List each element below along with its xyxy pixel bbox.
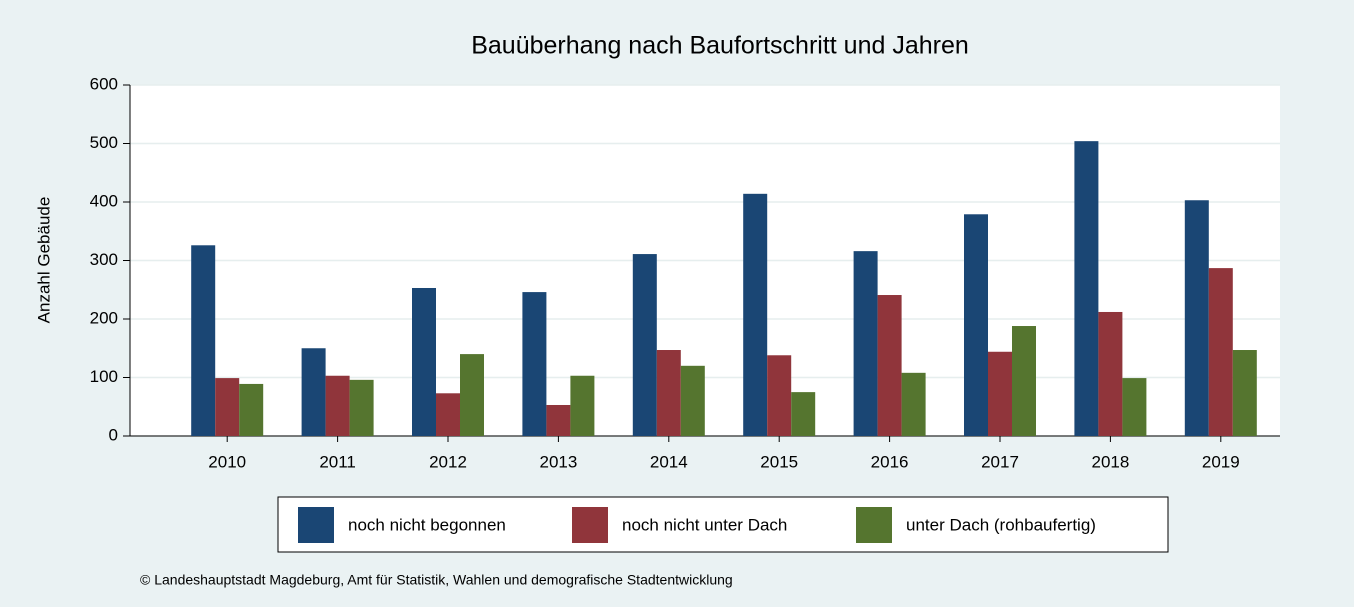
bar — [901, 372, 926, 436]
x-tick-label: 2013 — [539, 452, 577, 471]
y-tick-label: 200 — [90, 308, 118, 327]
x-tick-label: 2011 — [319, 452, 356, 471]
bar — [215, 378, 240, 436]
bar — [1098, 311, 1123, 436]
bar — [436, 393, 460, 436]
bar — [349, 379, 374, 436]
bar — [791, 392, 816, 436]
bar — [767, 355, 792, 436]
footer: © Landeshauptstadt Magdeburg, Amt für St… — [140, 572, 733, 588]
bar — [191, 245, 216, 436]
bar — [239, 383, 264, 436]
x-tick-label: 2018 — [1091, 452, 1129, 471]
legend-label: noch nicht unter Dach — [622, 515, 787, 534]
bar — [877, 295, 902, 436]
bar — [412, 287, 436, 436]
x-tick-label: 2017 — [981, 452, 1019, 471]
legend-swatch — [572, 507, 608, 543]
bar — [964, 214, 988, 436]
legend-box — [277, 496, 1169, 553]
bar — [632, 254, 657, 436]
y-tick-label: 100 — [90, 367, 118, 386]
bar — [1122, 378, 1147, 436]
x-tick-label: 2015 — [760, 452, 798, 471]
bar — [301, 348, 326, 436]
bar — [1208, 268, 1233, 436]
bar — [546, 404, 571, 436]
bar — [1012, 326, 1036, 436]
bar — [680, 365, 705, 436]
chart-title: Bauüberhang nach Baufortschritt und Jahr… — [471, 32, 969, 60]
bar — [325, 375, 350, 436]
y-tick-label: 0 — [109, 425, 118, 444]
x-tick-label: 2010 — [208, 452, 246, 471]
legend-label: noch nicht begonnen — [348, 515, 506, 534]
x-tick-label: 2019 — [1202, 452, 1240, 471]
x-tick-label: 2012 — [429, 452, 467, 471]
y-tick-label: 400 — [90, 191, 118, 210]
bar — [853, 251, 878, 436]
legend-label: unter Dach (rohbaufertig) — [906, 515, 1096, 534]
y-axis-label: Anzahl Gebäude — [34, 197, 53, 324]
bar — [460, 354, 484, 436]
bar — [1184, 200, 1209, 436]
legend-swatch — [298, 507, 334, 543]
bar — [1232, 350, 1257, 436]
y-tick-label: 300 — [90, 250, 118, 269]
bar — [656, 350, 681, 436]
x-tick-label: 2016 — [871, 452, 909, 471]
bar — [522, 292, 547, 436]
bar — [743, 193, 768, 436]
y-tick-label: 500 — [90, 133, 118, 152]
x-tick-label: 2014 — [650, 452, 688, 471]
bar — [988, 351, 1012, 436]
legend-swatch — [856, 507, 892, 543]
bar — [570, 375, 595, 436]
bar — [1074, 141, 1099, 436]
y-tick-label: 600 — [90, 74, 118, 93]
